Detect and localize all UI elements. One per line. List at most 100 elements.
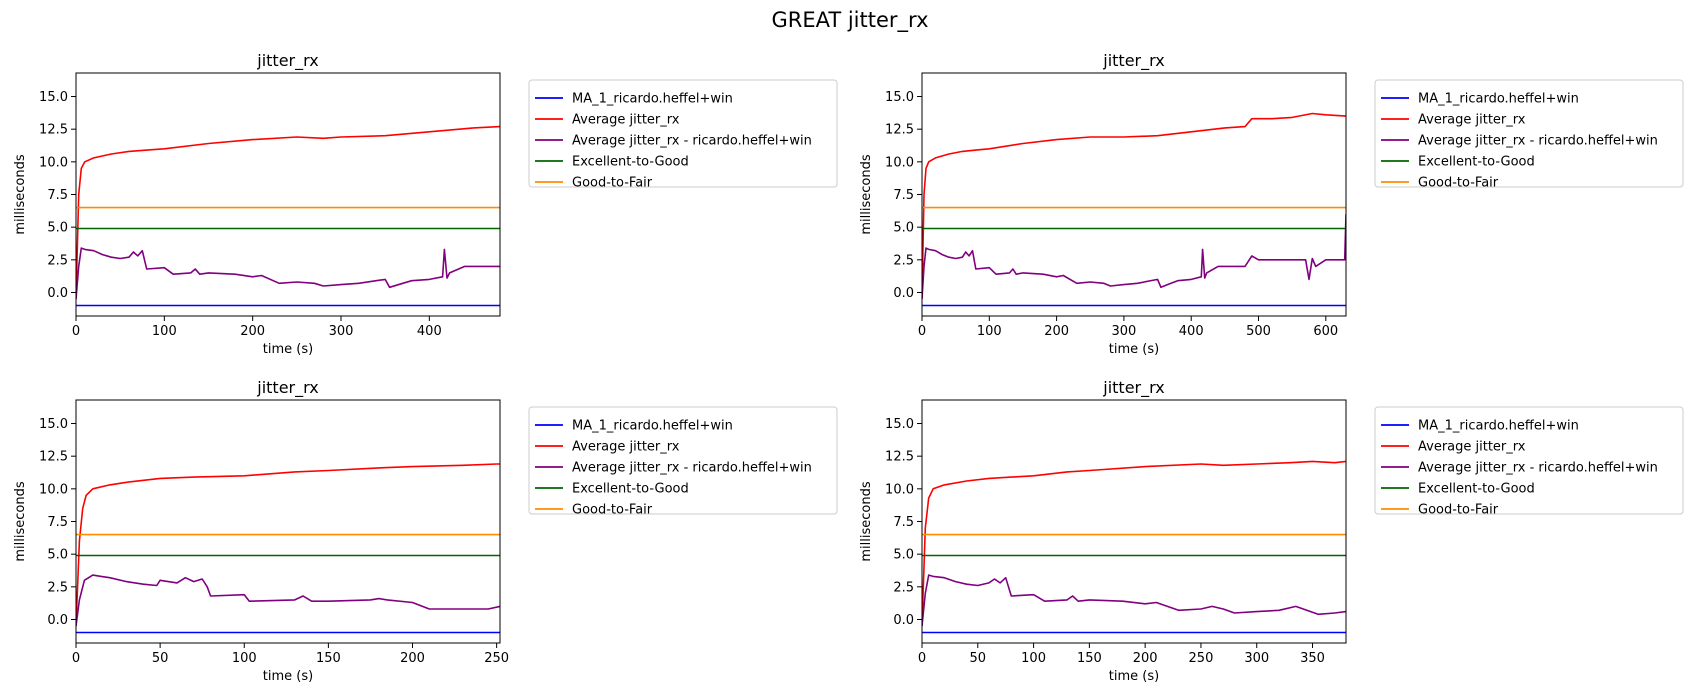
legend-entry: MA_1_ricardo.heffel+win (1418, 92, 1579, 107)
y-tick-label: 0.0 (47, 286, 68, 301)
legend-entry: Average jitter_rx - ricardo.heffel+win (572, 461, 812, 476)
x-axis-label: time (s) (1109, 669, 1159, 684)
series-group (76, 125, 500, 307)
y-axis-label: milliseconds (859, 481, 874, 561)
x-tick-label: 200 (240, 324, 265, 339)
legend-entry: MA_1_ricardo.heffel+win (1418, 419, 1579, 434)
y-tick-label: 15.0 (39, 417, 68, 432)
subplot-title: jitter_rx (256, 378, 318, 398)
legend: MA_1_ricardo.heffel+win Average jitter_rx… (1374, 79, 1684, 191)
figure-title: GREAT jitter_rx (771, 8, 929, 32)
x-tick-label: 250 (484, 651, 509, 666)
y-tick-label: 15.0 (885, 417, 914, 432)
y-tick-label: 5.0 (893, 221, 914, 236)
x-tick-label: 50 (152, 651, 169, 666)
x-tick-label: 200 (400, 651, 425, 666)
series-line-2 (922, 112, 1346, 300)
x-tick-label: 600 (1313, 324, 1338, 339)
y-axis-label: milliseconds (13, 154, 28, 234)
legend-entry: Excellent-to-Good (1418, 155, 1535, 170)
series-group (922, 460, 1346, 634)
x-axis-label: time (s) (263, 342, 313, 357)
series-line-3 (76, 247, 500, 300)
y-tick-label: 10.0 (39, 482, 68, 497)
x-tick-label: 100 (1021, 651, 1046, 666)
y-tick-label: 10.0 (885, 155, 914, 170)
x-tick-label: 300 (329, 324, 354, 339)
subplot-4: jitter_rx 0 50 100 150 200 250 300 350 0.0 2.5 5.0 7… (859, 378, 1684, 684)
series-line-3 (76, 574, 500, 627)
legend-entry: Average jitter_rx (572, 440, 680, 455)
y-tick-label: 12.5 (39, 450, 68, 465)
x-tick-label: 300 (1244, 651, 1269, 666)
legend-entry: Average jitter_rx (1418, 440, 1526, 455)
series-line-2 (922, 460, 1346, 627)
legend-entry: Good-to-Fair (1418, 503, 1499, 518)
x-tick-label: 500 (1246, 324, 1271, 339)
legend-entry: MA_1_ricardo.heffel+win (572, 419, 733, 434)
x-tick-label: 250 (1189, 651, 1214, 666)
series-line-3 (922, 574, 1346, 627)
legend-entry: Good-to-Fair (572, 176, 653, 191)
subplot-title: jitter_rx (1102, 51, 1164, 71)
legend-box (528, 79, 838, 188)
y-tick-label: 12.5 (885, 450, 914, 465)
y-tick-label: 5.0 (47, 548, 68, 563)
y-tick-label: 0.0 (893, 286, 914, 301)
series-group (76, 463, 500, 634)
x-tick-label: 400 (1179, 324, 1204, 339)
x-tick-label: 200 (1133, 651, 1158, 666)
series-line-2 (76, 463, 500, 627)
x-axis-label: time (s) (263, 669, 313, 684)
y-tick-label: 5.0 (893, 548, 914, 563)
x-tick-label: 100 (232, 651, 257, 666)
subplot-title: jitter_rx (256, 51, 318, 71)
axes-frame (75, 72, 501, 317)
x-tick-label: 350 (1300, 651, 1325, 666)
subplot-1: jitter_rx 0 100 200 300 400 0.0 2.5 5.0 7.5 10.0 12… (13, 51, 838, 357)
y-tick-label: 10.0 (39, 155, 68, 170)
y-tick-label: 10.0 (885, 482, 914, 497)
y-tick-label: 2.5 (893, 253, 914, 268)
y-tick-label: 12.5 (39, 123, 68, 138)
x-tick-label: 0 (72, 651, 80, 666)
y-tick-label: 15.0 (885, 90, 914, 105)
legend-entry: Average jitter_rx (572, 113, 680, 128)
legend: MA_1_ricardo.heffel+win Average jitter_rx… (528, 79, 838, 191)
y-tick-label: 7.5 (47, 515, 68, 530)
series-group (922, 112, 1346, 307)
legend-entry: Good-to-Fair (1418, 176, 1499, 191)
x-tick-label: 300 (1111, 324, 1136, 339)
subplot-title: jitter_rx (1102, 378, 1164, 398)
legend-entry: Average jitter_rx - ricardo.heffel+win (572, 134, 812, 149)
y-tick-label: 7.5 (893, 188, 914, 203)
x-tick-label: 150 (1077, 651, 1102, 666)
legend-entry: Excellent-to-Good (572, 482, 689, 497)
x-tick-label: 150 (316, 651, 341, 666)
legend-entry: MA_1_ricardo.heffel+win (572, 92, 733, 107)
axes-frame (921, 399, 1347, 644)
axes-frame (921, 72, 1347, 317)
subplot-3: jitter_rx 0 50 100 150 200 250 0.0 2.5 5.0 7.5 10.0… (13, 378, 838, 684)
legend: MA_1_ricardo.heffel+win Average jitter_rx… (528, 406, 838, 518)
legend-entry: Average jitter_rx - ricardo.heffel+win (1418, 461, 1658, 476)
x-tick-label: 0 (918, 651, 926, 666)
x-tick-label: 50 (970, 651, 987, 666)
y-tick-label: 7.5 (893, 515, 914, 530)
legend-entry: Average jitter_rx (1418, 113, 1526, 128)
legend-entry: Excellent-to-Good (1418, 482, 1535, 497)
y-axis-label: milliseconds (13, 481, 28, 561)
x-tick-label: 100 (152, 324, 177, 339)
y-tick-label: 7.5 (47, 188, 68, 203)
x-tick-label: 0 (72, 324, 80, 339)
x-tick-label: 0 (918, 324, 926, 339)
y-tick-label: 2.5 (47, 580, 68, 595)
y-tick-label: 0.0 (47, 613, 68, 628)
axes-frame (75, 399, 501, 644)
x-tick-label: 100 (977, 324, 1002, 339)
legend-box (528, 406, 838, 515)
legend-box (1374, 79, 1684, 188)
subplot-2: jitter_rx 0 100 200 300 400 500 600 0.0 2.5 5.0 7.5… (859, 51, 1684, 357)
legend-entry: Average jitter_rx - ricardo.heffel+win (1418, 134, 1658, 149)
